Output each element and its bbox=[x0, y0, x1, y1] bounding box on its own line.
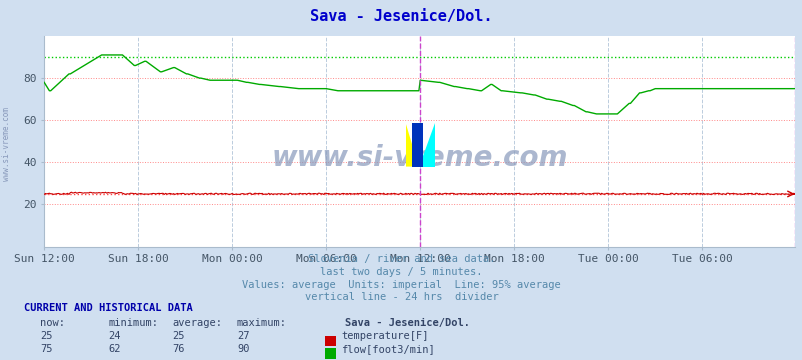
Text: last two days / 5 minutes.: last two days / 5 minutes. bbox=[320, 267, 482, 277]
Text: average:: average: bbox=[172, 318, 222, 328]
Text: 76: 76 bbox=[172, 344, 185, 354]
Text: minimum:: minimum: bbox=[108, 318, 158, 328]
Text: 24: 24 bbox=[108, 331, 121, 341]
Text: CURRENT AND HISTORICAL DATA: CURRENT AND HISTORICAL DATA bbox=[24, 303, 192, 314]
Text: vertical line - 24 hrs  divider: vertical line - 24 hrs divider bbox=[304, 292, 498, 302]
Text: temperature[F]: temperature[F] bbox=[341, 331, 428, 341]
Text: 75: 75 bbox=[40, 344, 53, 354]
Text: Values: average  Units: imperial  Line: 95% average: Values: average Units: imperial Line: 95… bbox=[242, 280, 560, 290]
Text: now:: now: bbox=[40, 318, 65, 328]
Text: flow[foot3/min]: flow[foot3/min] bbox=[341, 344, 435, 354]
Text: www.si-vreme.com: www.si-vreme.com bbox=[2, 107, 11, 181]
Text: maximum:: maximum: bbox=[237, 318, 286, 328]
Text: Slovenia / river and sea data.: Slovenia / river and sea data. bbox=[307, 254, 495, 264]
Text: 90: 90 bbox=[237, 344, 249, 354]
Text: Sava - Jesenice/Dol.: Sava - Jesenice/Dol. bbox=[345, 318, 470, 328]
Text: www.si-vreme.com: www.si-vreme.com bbox=[271, 144, 567, 172]
Text: 25: 25 bbox=[40, 331, 53, 341]
Text: 25: 25 bbox=[172, 331, 185, 341]
Text: 62: 62 bbox=[108, 344, 121, 354]
Polygon shape bbox=[419, 123, 434, 167]
Polygon shape bbox=[411, 123, 423, 167]
Polygon shape bbox=[405, 123, 419, 167]
Text: 27: 27 bbox=[237, 331, 249, 341]
Text: Sava - Jesenice/Dol.: Sava - Jesenice/Dol. bbox=[310, 9, 492, 24]
